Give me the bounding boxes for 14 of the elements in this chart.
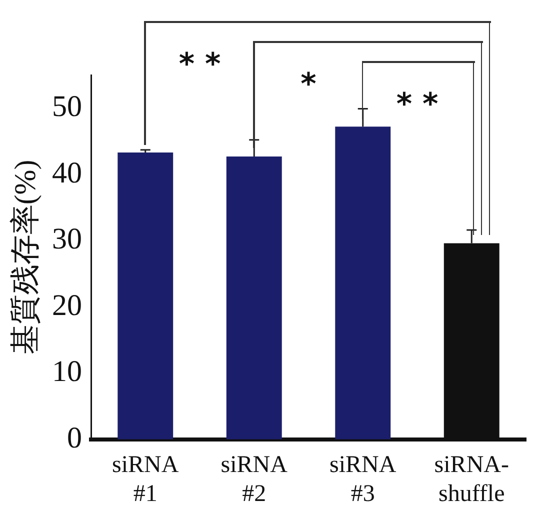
y-axis-title: 基質残存率(%) <box>8 160 42 355</box>
annotation: * <box>300 66 317 102</box>
annotation: * * <box>396 86 438 122</box>
y-tick-label: 40 <box>52 156 82 190</box>
y-tick-label: 30 <box>52 222 82 256</box>
y-tick-label: 20 <box>52 288 82 322</box>
y-tick-label: 0 <box>67 421 82 454</box>
x-tick-label: siRNA #3 <box>330 452 397 507</box>
annotation: * * <box>178 46 221 82</box>
y-tick-label: 50 <box>52 90 82 123</box>
y-tick-label: 10 <box>52 355 82 388</box>
x-tick-label: siRNA-shuffle <box>434 452 509 507</box>
x-tick-label: siRNA #2 <box>220 452 288 507</box>
x-tick-label: siRNA #1 <box>112 452 180 507</box>
